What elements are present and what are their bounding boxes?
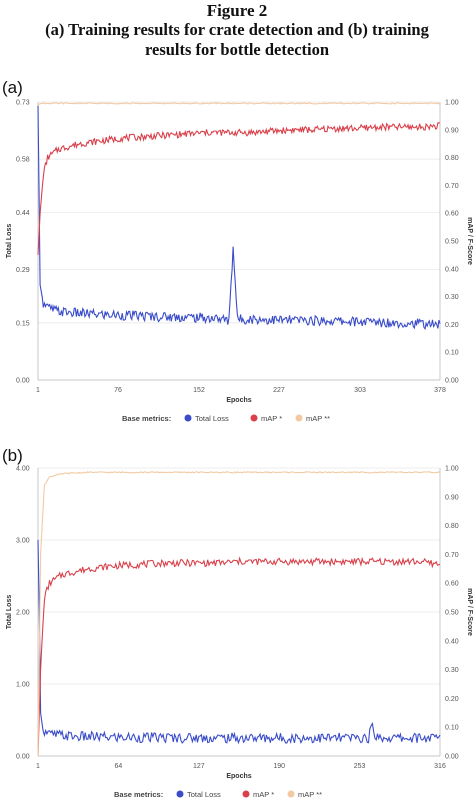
y-right-tick-label: 1.00 <box>445 100 459 107</box>
y-left-tick-label: 3.00 <box>16 538 30 545</box>
y-left-tick-label: 2.00 <box>16 610 30 617</box>
series-line-totalloss <box>37 539 441 745</box>
y-right-tick-label: 0.70 <box>445 552 459 559</box>
y-right-tick-label: 0.20 <box>445 322 459 329</box>
legend-entry: mAP ** <box>298 790 322 799</box>
y-left-axis-title: Total Loss <box>6 595 13 630</box>
y-left-tick-label: 0.58 <box>16 157 30 164</box>
legend-entry: Total Loss <box>187 790 221 799</box>
x-tick-label: 76 <box>114 387 122 394</box>
x-tick-label: 152 <box>193 387 205 394</box>
y-left-tick-label: 0.00 <box>16 378 30 385</box>
y-right-tick-label: 1.00 <box>445 466 459 473</box>
figure-caption-line-1: (a) Training results for crate detection… <box>45 20 429 39</box>
legend-entry: Total Loss <box>195 414 229 423</box>
legend-marker <box>184 414 192 422</box>
series-line-map <box>37 122 441 255</box>
x-tick-label: 316 <box>434 763 446 770</box>
x-tick-label: 303 <box>354 387 366 394</box>
y-right-tick-label: 0.90 <box>445 494 459 501</box>
x-axis-title: Epochs <box>226 397 251 404</box>
x-tick-label: 127 <box>193 763 205 770</box>
legend-marker <box>287 790 295 798</box>
chart-b: 0.00 1.00 2.00 3.00 4.00 0.00 0.10 0.20 0.30 0.40… <box>6 466 473 800</box>
legend-marker <box>242 790 250 798</box>
y-left-tick-label: 0.73 <box>16 100 30 107</box>
x-tick-label: 227 <box>273 387 285 394</box>
y-left-tick-label: 0.29 <box>16 267 30 274</box>
y-left-tick-label: 4.00 <box>16 466 30 473</box>
y-right-tick-label: 0.30 <box>445 667 459 674</box>
y-right-tick-label: 0.00 <box>445 754 459 761</box>
panel-a-label: (a) <box>2 78 23 97</box>
y-left-tick-label: 0.00 <box>16 754 30 761</box>
figure-label: Figure 2 <box>206 1 268 20</box>
series-line-map <box>37 471 441 757</box>
legend-marker <box>295 414 303 422</box>
figure-caption-line-2: results for bottle detection <box>144 40 330 59</box>
chart-a: 0.00 0.15 0.29 0.44 0.58 0.73 0.00 0.10 0.20 0.30… <box>6 100 473 424</box>
y-right-tick-label: 0.20 <box>445 696 459 703</box>
x-tick-label: 64 <box>115 763 123 770</box>
y-left-tick-label: 0.15 <box>16 320 30 327</box>
y-right-tick-label: 0.60 <box>445 211 459 218</box>
y-right-axis-title: mAP / F-Score <box>466 588 473 636</box>
figure-caption: (a) Training results for crate detection… <box>0 20 474 60</box>
y-right-tick-label: 0.40 <box>445 266 459 273</box>
panel-b-label: (b) <box>2 446 23 465</box>
y-right-tick-label: 0.70 <box>445 183 459 190</box>
y-right-axis-title: mAP / F-Score <box>466 217 473 265</box>
legend-entry: mAP * <box>253 790 274 799</box>
y-right-tick-label: 0.40 <box>445 638 459 645</box>
y-right-tick-label: 0.90 <box>445 127 459 134</box>
x-axis-title: Epochs <box>226 773 251 780</box>
y-right-tick-label: 0.80 <box>445 523 459 530</box>
legend-marker <box>250 414 258 422</box>
y-right-tick-label: 0.50 <box>445 239 459 246</box>
y-right-tick-label: 0.10 <box>445 350 459 357</box>
y-right-tick-label: 0.80 <box>445 155 459 162</box>
series-line-map <box>37 556 441 757</box>
y-right-tick-label: 0.30 <box>445 294 459 301</box>
y-right-tick-label: 0.60 <box>445 581 459 588</box>
series-line-totalloss <box>37 105 441 331</box>
x-tick-label: 1 <box>36 763 40 770</box>
x-tick-label: 1 <box>36 387 40 394</box>
legend-entry: mAP ** <box>306 414 330 423</box>
legend-marker <box>176 790 184 798</box>
y-left-tick-label: 0.44 <box>16 210 30 217</box>
y-left-tick-label: 1.00 <box>16 682 30 689</box>
y-right-tick-label: 0.50 <box>445 610 459 617</box>
x-tick-label: 378 <box>434 387 446 394</box>
legend-entry: mAP * <box>261 414 282 423</box>
y-left-axis-title: Total Loss <box>6 224 13 259</box>
legend-title: Base metrics: <box>114 790 163 799</box>
y-right-tick-label: 0.00 <box>445 378 459 385</box>
y-right-tick-label: 0.10 <box>445 725 459 732</box>
x-tick-label: 253 <box>354 763 366 770</box>
x-tick-label: 190 <box>273 763 285 770</box>
legend-title: Base metrics: <box>122 414 171 423</box>
series-line-map <box>37 102 441 106</box>
